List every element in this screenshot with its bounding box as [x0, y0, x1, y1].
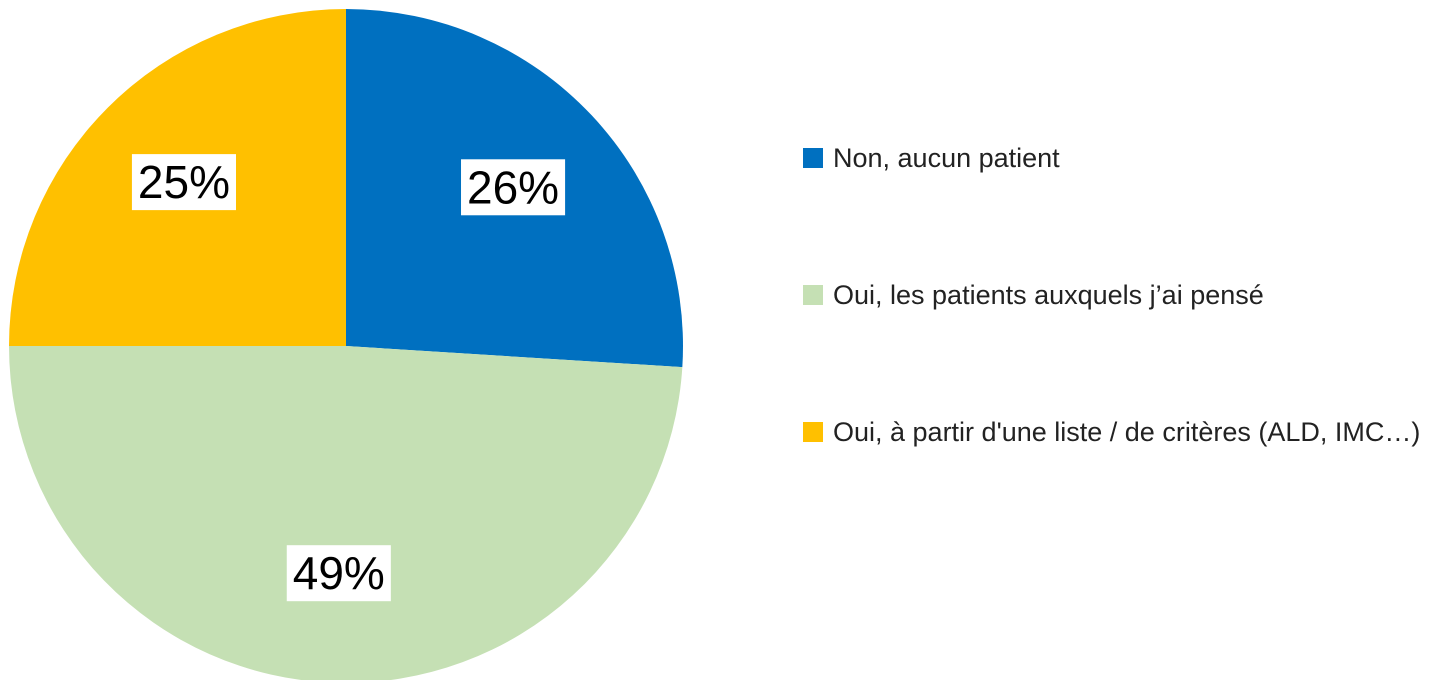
legend-swatch	[803, 148, 823, 168]
legend-swatch	[803, 422, 823, 442]
legend-item: Oui, les patients auxquels j’ai pensé	[803, 277, 1448, 414]
legend-item: Oui, à partir d'une liste / de critères …	[803, 414, 1448, 551]
pie-slice	[9, 346, 683, 680]
value-label-box	[286, 545, 391, 602]
value-label-box	[461, 159, 566, 216]
legend-swatch	[803, 285, 823, 305]
value-label: 26%	[467, 161, 559, 213]
legend-label: Oui, les patients auxquels j’ai pensé	[833, 280, 1264, 310]
value-label: 25%	[138, 156, 230, 208]
chart: 26% 49% 25%	[9, 9, 683, 680]
legend-label: Oui, à partir d'une liste / de critères …	[833, 417, 1421, 447]
value-label: 49%	[293, 547, 385, 599]
legend-item: Non, aucun patient	[803, 140, 1448, 277]
value-label-box	[131, 154, 236, 211]
legend: Non, aucun patient Oui, les patients auxq…	[803, 140, 1448, 551]
legend-label: Non, aucun patient	[833, 143, 1060, 173]
